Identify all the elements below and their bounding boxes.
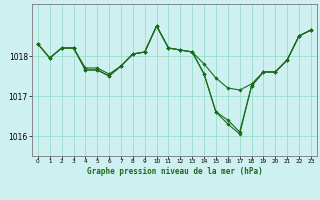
X-axis label: Graphe pression niveau de la mer (hPa): Graphe pression niveau de la mer (hPa) [86,167,262,176]
